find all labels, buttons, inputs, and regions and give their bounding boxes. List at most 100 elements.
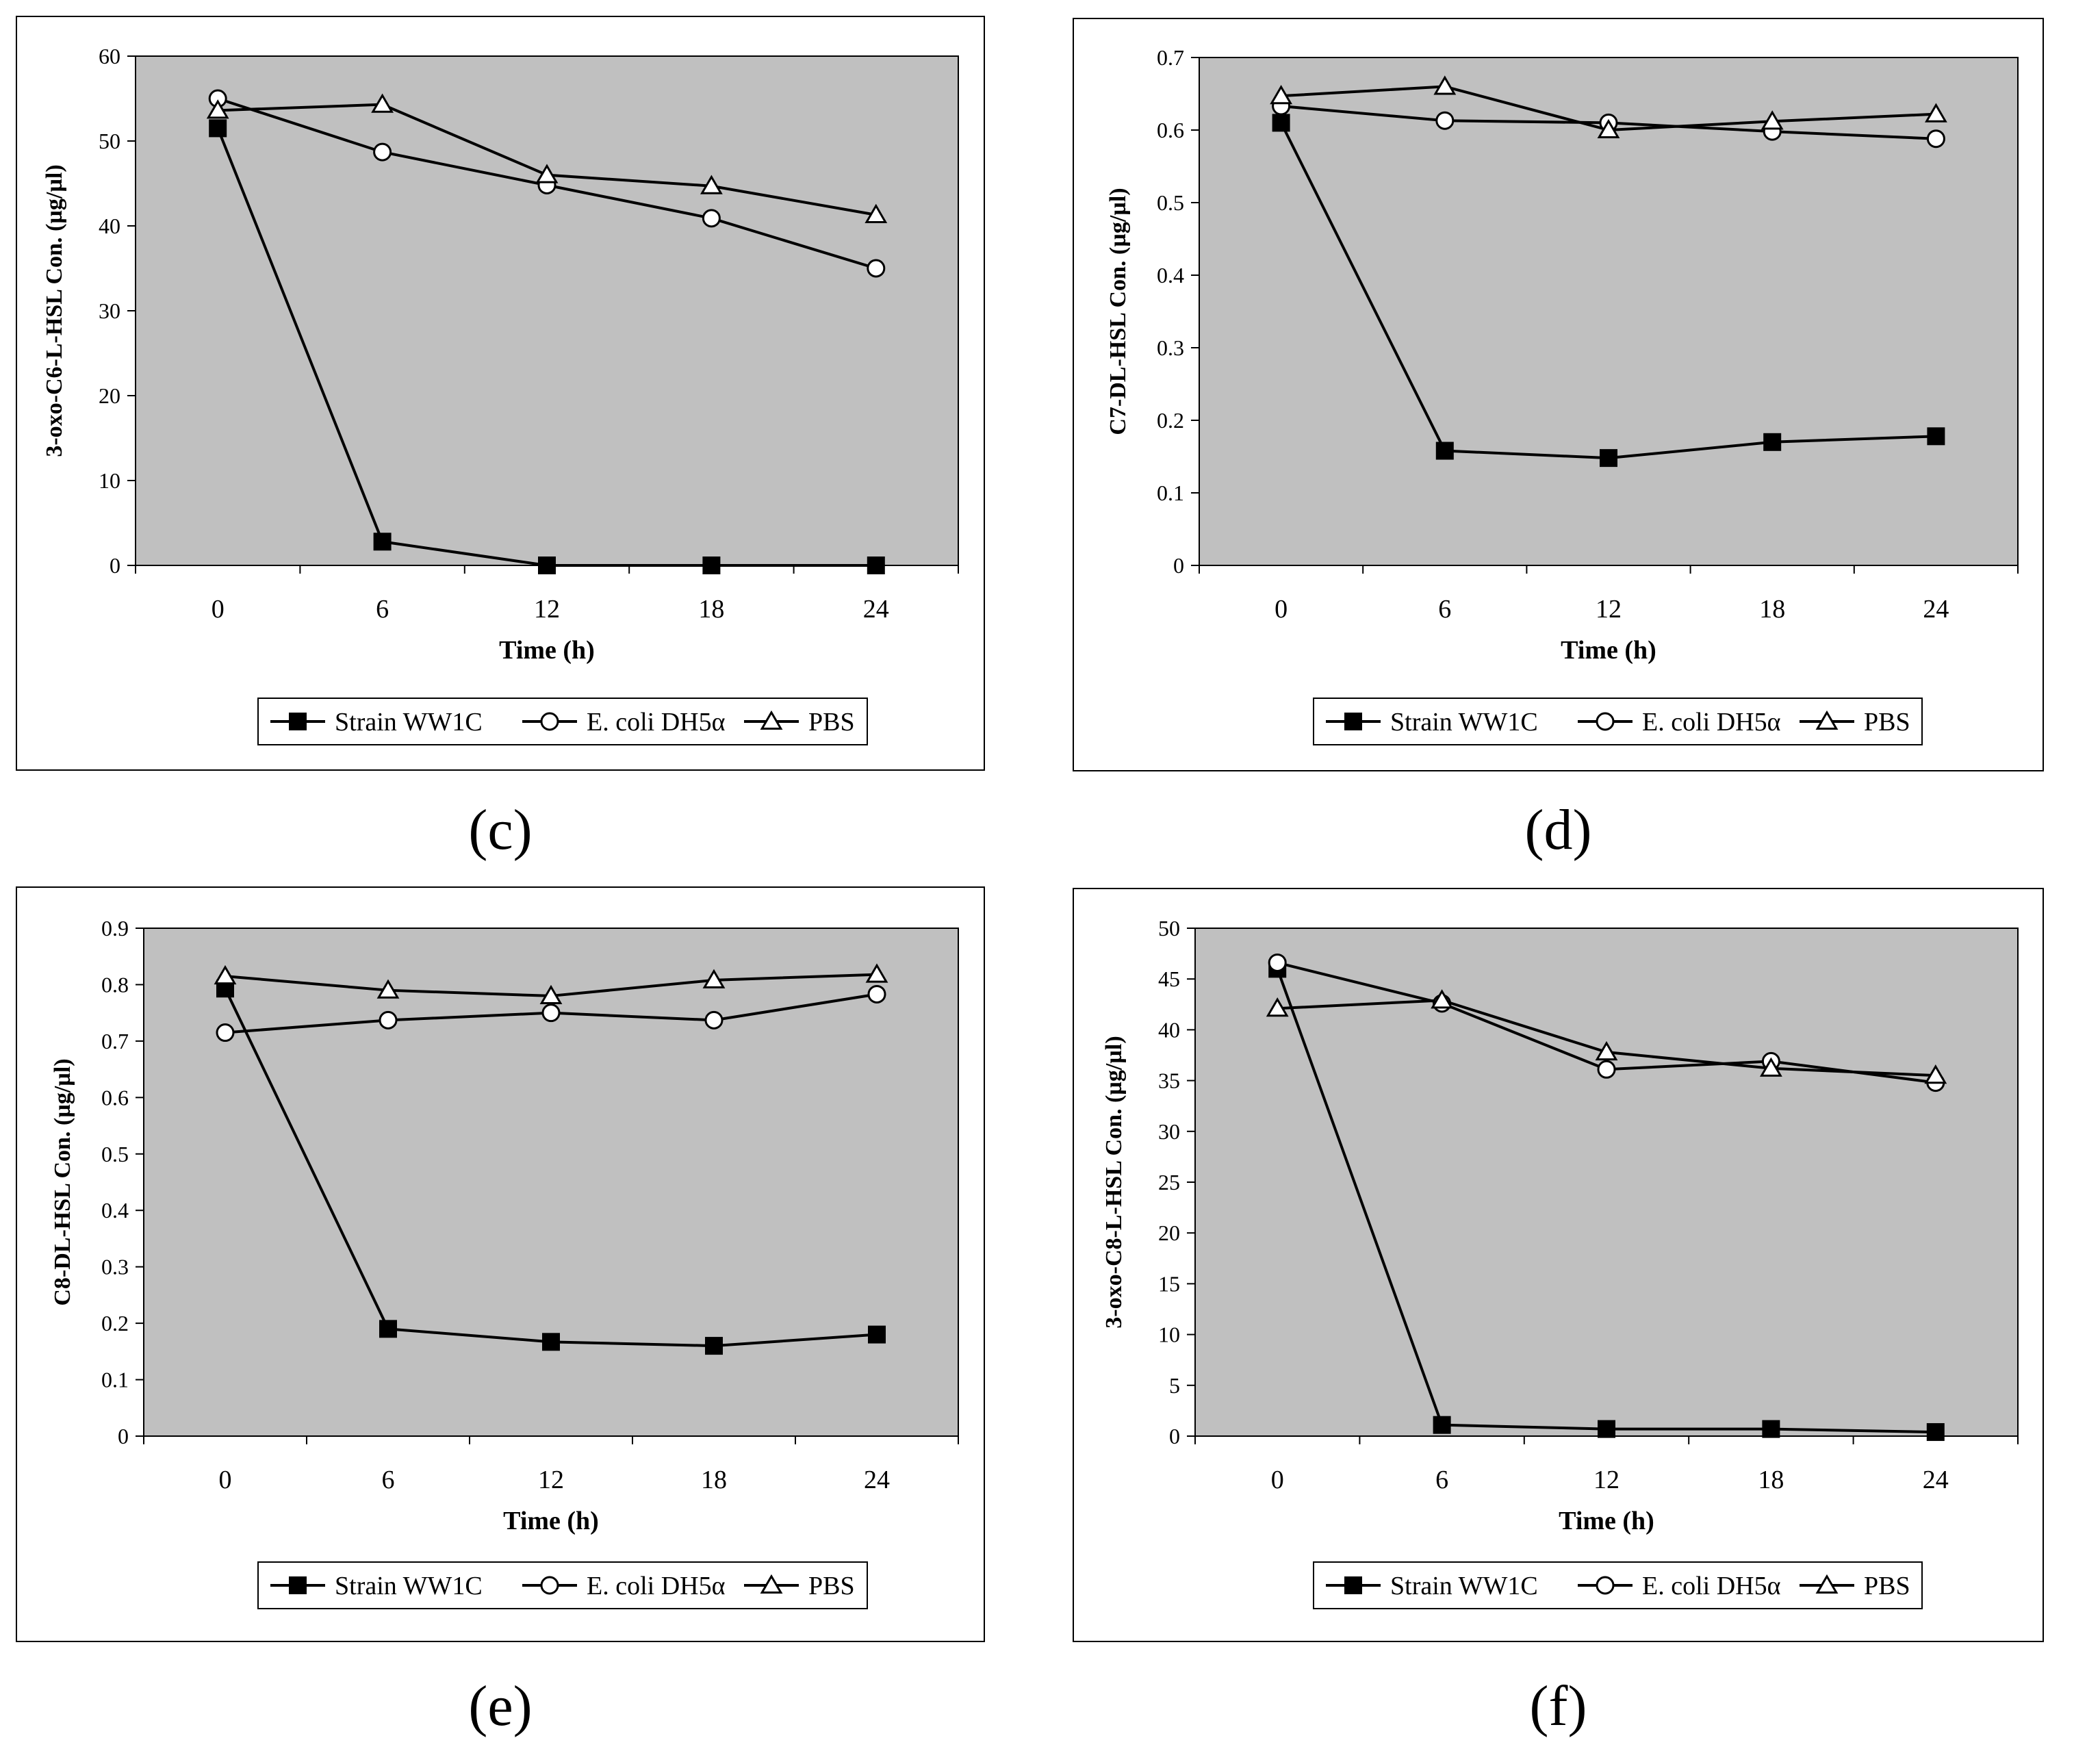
data-point	[1926, 129, 1945, 149]
x-tick-label: 18	[698, 595, 724, 624]
y-tick-label: 0	[118, 1424, 129, 1448]
data-point	[535, 164, 559, 183]
x-tick-label: 0	[1275, 595, 1288, 624]
legend-label: Strain WW1C	[1390, 1572, 1538, 1600]
data-point	[705, 1337, 723, 1355]
y-tick-label: 0.7	[101, 1029, 129, 1053]
y-tick-label: 15	[1158, 1271, 1180, 1296]
panel-label: (c)	[468, 798, 532, 862]
y-axis-title: 3-oxo-C8-L-HSL Con. (µg/µl)	[1101, 1036, 1127, 1328]
y-tick-label: 0.9	[101, 916, 129, 941]
x-tick-label: 0	[212, 595, 225, 624]
y-tick-label: 0.5	[101, 1142, 129, 1166]
chart-panel: 0 5 10 15 20 25 30 35 40 45 50 0 6 12 18 24 Time (h) 3-ox…	[1073, 888, 2044, 1642]
data-point	[1270, 84, 1293, 105]
data-point	[1924, 1064, 1947, 1084]
data-point	[1762, 1420, 1780, 1438]
data-point	[541, 1004, 561, 1023]
x-tick-label: 24	[864, 1466, 890, 1494]
y-tick-label: 0.1	[1157, 481, 1184, 505]
legend-marker	[760, 1574, 783, 1594]
x-axis-title: Time (h)	[1561, 636, 1656, 665]
data-point	[379, 1010, 398, 1030]
y-tick-label: 30	[1158, 1119, 1180, 1144]
data-point	[1924, 103, 1947, 123]
legend-marker	[540, 712, 559, 731]
data-point	[538, 557, 556, 574]
data-point	[373, 142, 392, 162]
y-tick-label: 30	[99, 298, 120, 323]
x-tick-label: 12	[1596, 595, 1622, 624]
legend-marker	[1815, 1574, 1839, 1594]
y-tick-label: 5	[1169, 1373, 1180, 1398]
legend-label: E. coli DH5α	[1642, 708, 1781, 737]
x-tick-label: 6	[382, 1466, 395, 1494]
data-point	[373, 533, 392, 551]
legend-marker	[1815, 710, 1839, 730]
data-point	[1272, 114, 1290, 132]
data-point	[1433, 1416, 1451, 1434]
legend-marker	[1596, 712, 1615, 731]
y-tick-label: 60	[99, 44, 120, 68]
y-tick-label: 10	[1158, 1322, 1180, 1347]
y-axis-title: 3-oxo-C6-L-HSL Con. (µg/µl)	[42, 164, 67, 457]
y-tick-label: 0.3	[101, 1255, 129, 1279]
y-tick-label: 0.4	[1157, 263, 1184, 287]
data-point	[1763, 433, 1782, 451]
x-tick-label: 24	[863, 595, 889, 624]
data-point	[865, 963, 888, 983]
data-point	[700, 175, 723, 194]
data-point	[206, 99, 229, 119]
x-tick-label: 24	[1923, 595, 1949, 624]
data-point	[1927, 427, 1945, 446]
data-point	[376, 979, 400, 999]
data-point	[216, 1023, 235, 1043]
y-tick-label: 45	[1158, 967, 1180, 991]
plot-area	[135, 55, 959, 566]
x-tick-label: 18	[1758, 1466, 1784, 1494]
y-axis-title: C8-DL-HSL Con. (µg/µl)	[50, 1058, 75, 1305]
legend-label: E. coli DH5α	[587, 1572, 726, 1600]
data-point	[702, 557, 721, 574]
y-tick-label: 0.7	[1157, 45, 1184, 70]
data-point	[379, 1320, 397, 1338]
legend-label: PBS	[1864, 1572, 1910, 1600]
chart-panel: 0 0.1 0.2 0.3 0.4 0.5 0.6 0.7 0 6 12 18 24 Time (h) C7…	[1073, 18, 2044, 771]
data-point	[539, 984, 563, 1004]
data-point	[868, 1325, 886, 1344]
data-point	[1598, 1420, 1615, 1438]
y-tick-label: 50	[99, 129, 120, 153]
data-point	[867, 984, 886, 1004]
data-point	[865, 203, 888, 223]
y-tick-label: 0.2	[1157, 408, 1184, 433]
y-tick-label: 0.3	[1157, 335, 1184, 360]
data-point	[867, 557, 885, 574]
panel-label: (f)	[1530, 1674, 1587, 1738]
legend-marker	[1596, 1576, 1615, 1595]
data-point	[1268, 953, 1287, 972]
x-tick-label: 6	[1438, 595, 1451, 624]
data-point	[1761, 110, 1784, 130]
y-tick-label: 0.8	[101, 972, 129, 997]
x-axis-title: Time (h)	[499, 636, 595, 665]
y-tick-label: 20	[1158, 1220, 1180, 1245]
data-point	[542, 1333, 560, 1351]
x-tick-label: 6	[1435, 1466, 1448, 1494]
x-tick-label: 0	[1271, 1466, 1284, 1494]
x-axis-title: Time (h)	[1559, 1507, 1654, 1535]
x-tick-label: 24	[1923, 1466, 1949, 1494]
x-tick-label: 12	[534, 595, 560, 624]
legend-label: PBS	[1864, 708, 1910, 737]
y-tick-label: 0	[1169, 1424, 1180, 1448]
plot-area	[1199, 57, 2019, 566]
y-tick-label: 0.4	[101, 1198, 129, 1223]
legend-label: E. coli DH5α	[1642, 1572, 1781, 1600]
y-tick-label: 0.2	[101, 1311, 129, 1335]
y-tick-label: 0.1	[101, 1368, 129, 1392]
legend-marker	[289, 713, 307, 730]
data-point	[702, 209, 721, 228]
x-tick-label: 18	[1759, 595, 1785, 624]
data-point	[704, 1010, 724, 1030]
y-tick-label: 20	[99, 383, 120, 408]
